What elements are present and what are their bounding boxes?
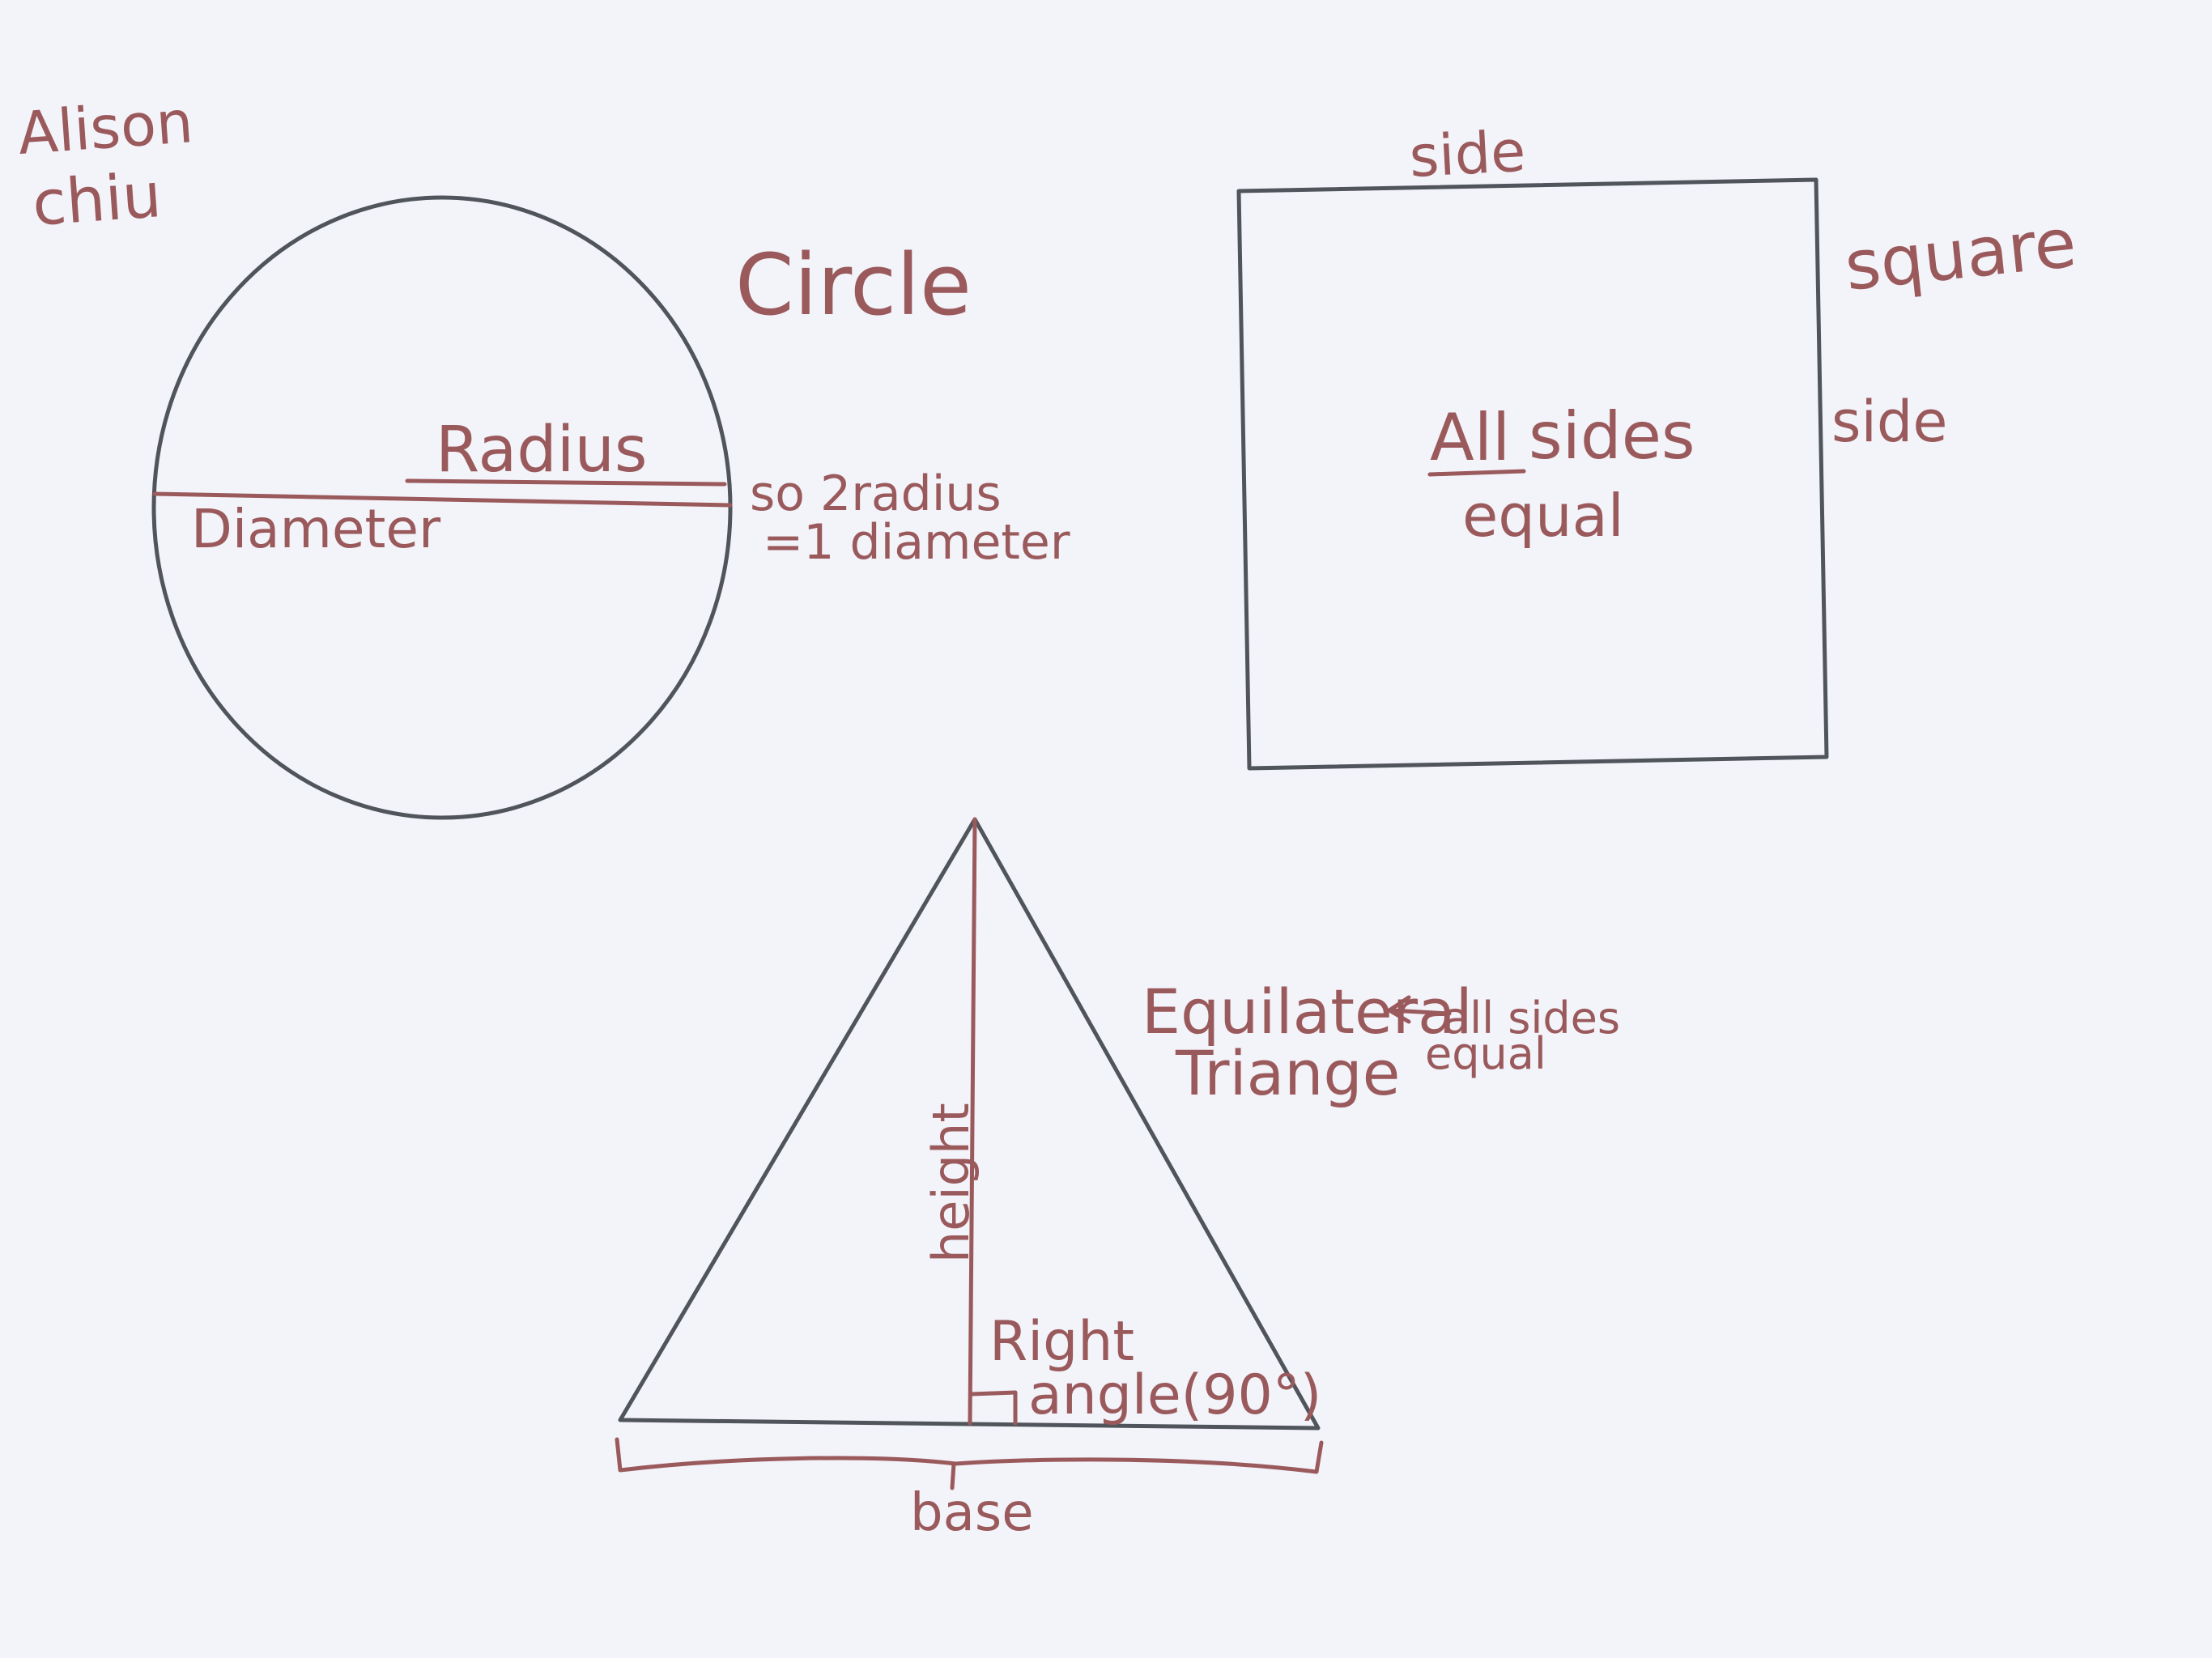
base-brace	[615, 1437, 1324, 1474]
square-note-sides: sides	[1529, 398, 1695, 474]
square-title: square	[1841, 203, 2080, 306]
author-name-first: Alison	[15, 87, 195, 168]
square-outline	[1236, 177, 1829, 771]
circle-outline	[151, 195, 733, 820]
diameter-label: Diameter	[191, 498, 441, 560]
square-side-right-label: side	[1831, 389, 1947, 455]
base-brace-tick	[950, 1461, 956, 1490]
author-name-last: chiu	[30, 159, 164, 240]
circle-figure	[151, 195, 733, 820]
radius-diameter-note-line2: =1 diameter	[763, 514, 1070, 571]
radius-label: Radius	[436, 414, 648, 487]
square-side-top-label: side	[1408, 118, 1528, 190]
square-note-equal: equal	[1462, 482, 1624, 550]
circle-title: Circle	[735, 236, 972, 334]
height-line	[968, 817, 977, 1426]
triangle-note-line1: all sides	[1443, 993, 1620, 1044]
right-angle-label-line2: angle(90°)	[1028, 1363, 1321, 1427]
arrow-shaft	[1389, 1008, 1452, 1016]
base-label: base	[910, 1483, 1034, 1543]
diameter-line	[152, 491, 733, 508]
right-angle-label-line1: Right	[989, 1310, 1134, 1374]
square-note-all: All	[1430, 400, 1510, 475]
right-angle-marker	[969, 1390, 1018, 1426]
triangle-title-line2: Triange	[1175, 1037, 1400, 1109]
radius-line	[405, 478, 727, 487]
arrow-icon	[1387, 995, 1411, 1024]
triangle-figure	[615, 817, 1324, 1490]
height-label: height	[921, 1103, 981, 1263]
triangle-note-line2: equal	[1425, 1028, 1546, 1079]
radius-diameter-note-line1: so 2radius	[750, 466, 1002, 522]
square-note-underline	[1427, 469, 1526, 477]
